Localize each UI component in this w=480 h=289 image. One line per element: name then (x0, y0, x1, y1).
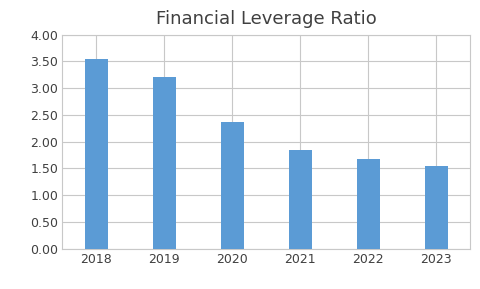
Bar (288, 150, 312, 249)
Bar (424, 166, 448, 249)
Bar (153, 77, 176, 249)
Bar (84, 59, 108, 249)
Bar (357, 159, 380, 249)
Bar (220, 122, 244, 249)
Title: Financial Leverage Ratio: Financial Leverage Ratio (156, 10, 377, 27)
